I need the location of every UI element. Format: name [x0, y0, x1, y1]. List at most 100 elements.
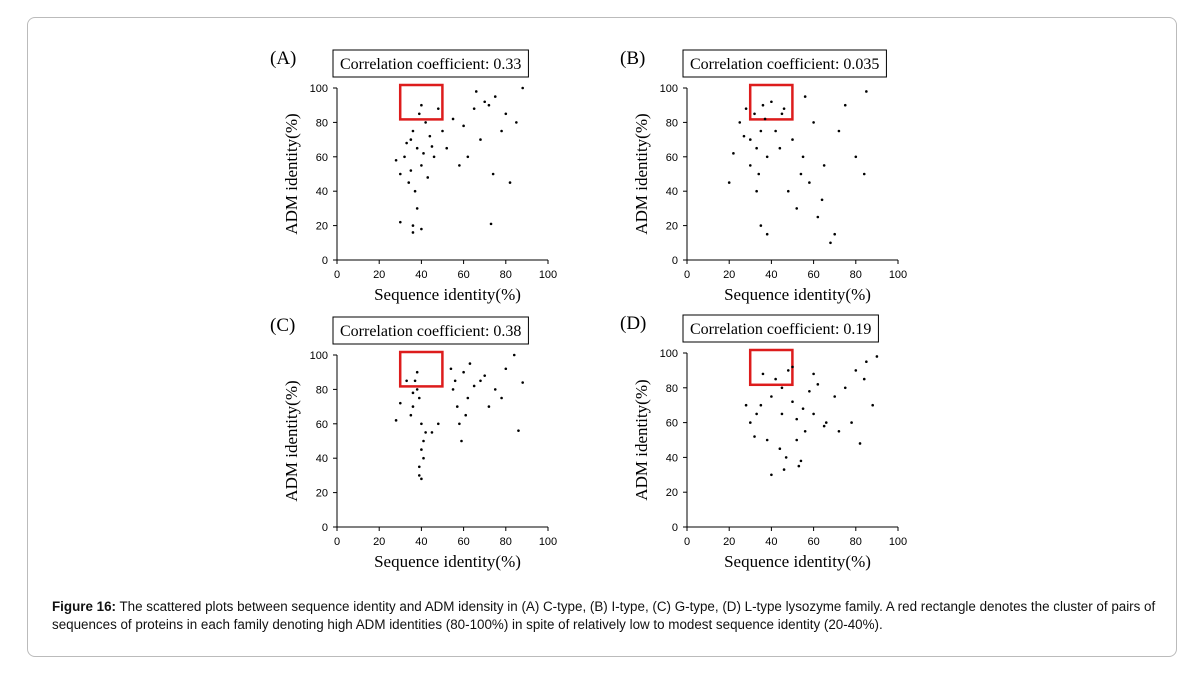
scatter-point [795, 417, 799, 421]
scatter-point [411, 231, 415, 234]
scatter-point [417, 112, 421, 116]
y-tick-label: 100 [660, 348, 678, 360]
x-tick-label: 0 [334, 269, 340, 281]
x-tick-label: 100 [539, 536, 557, 548]
x-tick-label: 20 [373, 536, 385, 548]
scatter-point [782, 107, 786, 110]
scatter-point [770, 100, 773, 104]
x-tick-label: 60 [457, 269, 469, 281]
scatter-point [436, 107, 440, 110]
scatter-point [812, 372, 815, 376]
scatter-point [820, 198, 824, 202]
scatter-point [417, 465, 421, 469]
scatter-point [493, 388, 497, 391]
scatter-point [761, 103, 765, 107]
annotation-box [332, 49, 529, 78]
scatter-point [491, 172, 495, 176]
x-tick-label: 80 [500, 269, 512, 281]
scatter-point [786, 189, 790, 193]
x-tick-label: 20 [723, 536, 735, 548]
scatter-point [428, 134, 432, 138]
x-tick-label: 60 [457, 536, 469, 548]
scatter-point [413, 379, 417, 383]
x-tick-label: 100 [539, 269, 557, 281]
y-tick-label: 40 [666, 186, 678, 198]
annotation: Correlation coefficient: 0.035 [690, 56, 879, 73]
scatter-point [472, 384, 476, 388]
scatter-point [394, 419, 398, 422]
scatter-point [791, 400, 794, 404]
scatter-point [504, 112, 508, 116]
y-tick-label: 100 [310, 83, 328, 95]
scatter-point [441, 129, 444, 133]
scatter-point [453, 379, 457, 383]
scatter-point [755, 189, 758, 193]
scatter-point [493, 95, 497, 98]
scatter-point [424, 121, 427, 124]
scatter-point [420, 422, 423, 426]
scatter-point [749, 421, 752, 424]
scatter-point [778, 146, 782, 150]
x-tick-label: 0 [684, 536, 690, 548]
scatter-point [759, 224, 763, 227]
scatter-point [791, 138, 794, 141]
y-tick-label: 0 [322, 255, 328, 267]
scatter-point [755, 146, 758, 150]
scatter-point [426, 176, 430, 179]
scatter-point [455, 405, 459, 408]
scatter-point [424, 431, 427, 434]
scatter-point [460, 439, 463, 443]
scatter-point [394, 158, 398, 162]
scatter-point [466, 155, 470, 159]
annotation: Correlation coefficient: 0.38 [340, 323, 521, 340]
scatter-point [422, 439, 425, 443]
y-tick-label: 60 [316, 152, 328, 164]
annotation-box [682, 49, 887, 78]
scatter-point [407, 181, 411, 184]
panel-label: (C) [270, 315, 295, 336]
scatter-point [422, 456, 425, 460]
scatter-point [462, 124, 465, 128]
scatter-point [420, 227, 423, 231]
scatter-point [862, 172, 866, 176]
x-tick-label: 80 [500, 536, 512, 548]
scatter-point [411, 224, 415, 227]
scatter-point [415, 207, 419, 210]
scatter-point [474, 90, 478, 93]
scatter-point [799, 172, 803, 176]
scatter-point [405, 379, 408, 383]
scatter-point [843, 103, 847, 107]
y-tick-label: 0 [322, 522, 328, 534]
panel-label: (A) [270, 48, 296, 69]
scatter-point [479, 379, 482, 383]
scatter-point [466, 396, 470, 400]
scatter-point [521, 86, 524, 90]
scatter-point [803, 95, 807, 98]
scatter-point [875, 355, 879, 358]
scatter-point [761, 372, 765, 376]
caption-text: The scattered plots between sequence ide… [52, 599, 1156, 632]
scatter-point [483, 100, 487, 104]
scatter-point [782, 468, 786, 471]
scatter-point [487, 405, 491, 408]
y-tick-label: 80 [666, 383, 678, 395]
x-tick-label: 100 [889, 536, 907, 548]
scatter-point [512, 353, 516, 357]
scatter-point [749, 164, 752, 167]
scatter-point [405, 141, 408, 145]
scatter-point [797, 464, 801, 468]
scatter-point [755, 412, 758, 416]
scatter-point [871, 403, 874, 407]
y-tick-label: 20 [316, 221, 328, 233]
scatter-point [403, 155, 406, 159]
caption: Figure 16: The scattered plots between s… [52, 598, 1162, 634]
scatter-point [472, 107, 476, 110]
scatter-point [422, 152, 425, 155]
scatter-point [850, 421, 853, 424]
scatter-point [795, 207, 799, 210]
y-tick-label: 80 [316, 384, 328, 396]
scatter-point [759, 129, 763, 133]
scatter-point [458, 164, 461, 167]
scatter-point [812, 412, 815, 416]
y-axis-title: ADM identity(%) [632, 113, 651, 234]
